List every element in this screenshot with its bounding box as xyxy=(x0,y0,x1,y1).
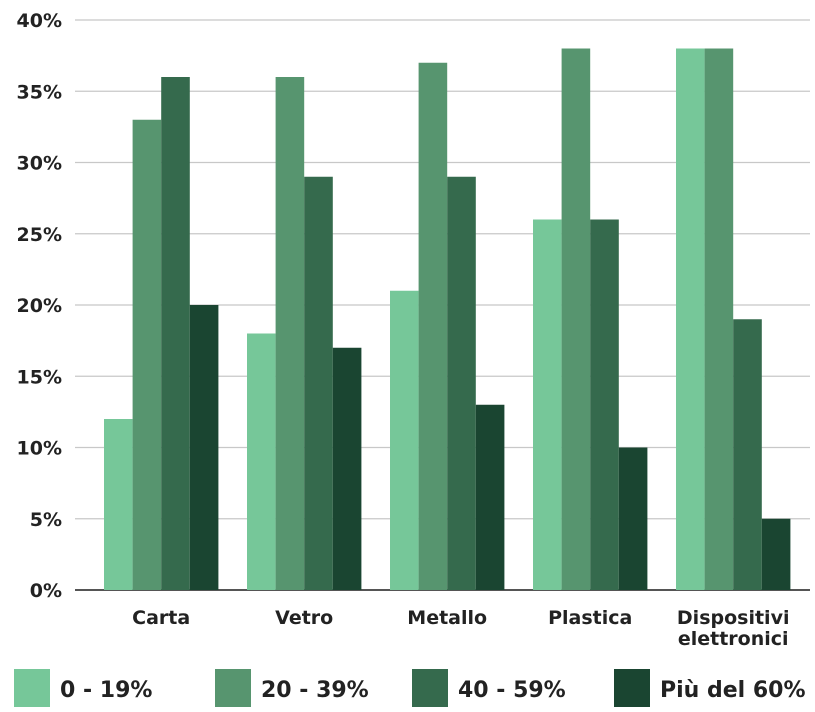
bar xyxy=(590,219,619,590)
bar xyxy=(618,447,648,590)
y-tick-label: 15% xyxy=(17,366,62,388)
y-tick-label: 30% xyxy=(17,153,62,175)
bar xyxy=(561,48,591,590)
bar xyxy=(475,404,505,590)
y-tick-label: 25% xyxy=(17,224,62,246)
bars xyxy=(104,48,791,590)
bar xyxy=(418,62,448,590)
legend-label: 20 - 39% xyxy=(261,678,369,703)
x-tick-label: Metallo xyxy=(407,607,487,629)
y-tick-label: 35% xyxy=(17,81,62,103)
bar xyxy=(390,290,419,590)
bar xyxy=(132,119,162,590)
legend-swatch xyxy=(215,669,251,707)
y-tick-label: 10% xyxy=(17,438,62,460)
y-axis-tick-labels: 0% 5% 10% 15% 20% 25% 30% 35% 40% xyxy=(17,10,62,602)
x-tick-label: Plastica xyxy=(548,607,632,629)
bar xyxy=(676,48,705,590)
bar xyxy=(332,347,362,590)
bar xyxy=(704,48,734,590)
x-axis-category-labels: Carta Vetro Metallo Plastica Dispositivi elet… xyxy=(132,607,789,650)
legend-label: 0 - 19% xyxy=(60,678,152,703)
x-tick-label: Carta xyxy=(132,607,190,629)
legend-label: Più del 60% xyxy=(660,678,806,703)
x-tick-label: Vetro xyxy=(275,607,333,629)
legend-swatch xyxy=(14,669,50,707)
bar xyxy=(533,219,562,590)
y-tick-label: 0% xyxy=(30,580,62,602)
x-tick-label: Dispositivi elettronici xyxy=(677,607,790,650)
legend-swatch xyxy=(412,669,448,707)
bar xyxy=(761,518,791,590)
bar xyxy=(275,77,305,590)
y-tick-label: 20% xyxy=(17,295,62,317)
bar xyxy=(447,176,476,590)
bar xyxy=(161,77,190,590)
legend-label: 40 - 59% xyxy=(458,678,566,703)
bar xyxy=(304,176,333,590)
legend: 0 - 19% 20 - 39% 40 - 59% Più del 60% xyxy=(14,669,806,707)
y-tick-label: 5% xyxy=(30,509,62,531)
y-tick-label: 40% xyxy=(17,10,62,32)
bar xyxy=(189,305,219,590)
bar xyxy=(247,333,276,590)
legend-swatch xyxy=(614,669,650,707)
bar xyxy=(733,319,762,590)
bar xyxy=(104,419,133,590)
